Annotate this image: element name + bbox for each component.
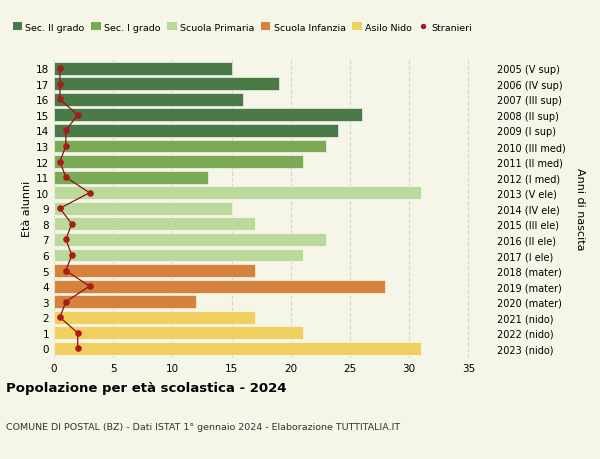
Y-axis label: Età alunni: Età alunni [22,181,32,237]
Bar [54,327,302,340]
Point [85,190,94,197]
Bar [54,171,208,184]
Point [73,345,82,353]
Bar [54,94,244,106]
Point [61,143,71,151]
Bar [54,311,255,324]
Text: COMUNE DI POSTAL (BZ) - Dati ISTAT 1° gennaio 2024 - Elaborazione TUTTITALIA.IT: COMUNE DI POSTAL (BZ) - Dati ISTAT 1° ge… [6,422,400,431]
Point [61,174,71,181]
Point [55,65,65,73]
Bar [54,342,421,355]
Bar [54,296,196,308]
Point [85,283,94,290]
Y-axis label: Anni di nascita: Anni di nascita [575,168,585,250]
Bar [54,234,326,246]
Point [55,81,65,88]
Bar [54,156,302,168]
Point [61,267,71,274]
Point [55,205,65,213]
Bar [54,249,302,262]
Point [61,298,71,306]
Point [55,96,65,104]
Bar [54,218,255,231]
Bar [54,140,326,153]
Bar [54,265,255,277]
Text: Popolazione per età scolastica - 2024: Popolazione per età scolastica - 2024 [6,381,287,394]
Bar [54,125,338,138]
Bar [54,187,421,200]
Point [73,330,82,337]
Bar [54,280,385,293]
Point [73,112,82,119]
Legend: Sec. II grado, Sec. I grado, Scuola Primaria, Scuola Infanzia, Asilo Nido, Stran: Sec. II grado, Sec. I grado, Scuola Prim… [9,20,476,36]
Bar [54,78,279,91]
Point [67,252,77,259]
Point [61,236,71,244]
Bar [54,109,362,122]
Point [55,314,65,321]
Point [55,158,65,166]
Bar [54,202,232,215]
Bar [54,62,232,75]
Point [67,221,77,228]
Point [61,128,71,135]
